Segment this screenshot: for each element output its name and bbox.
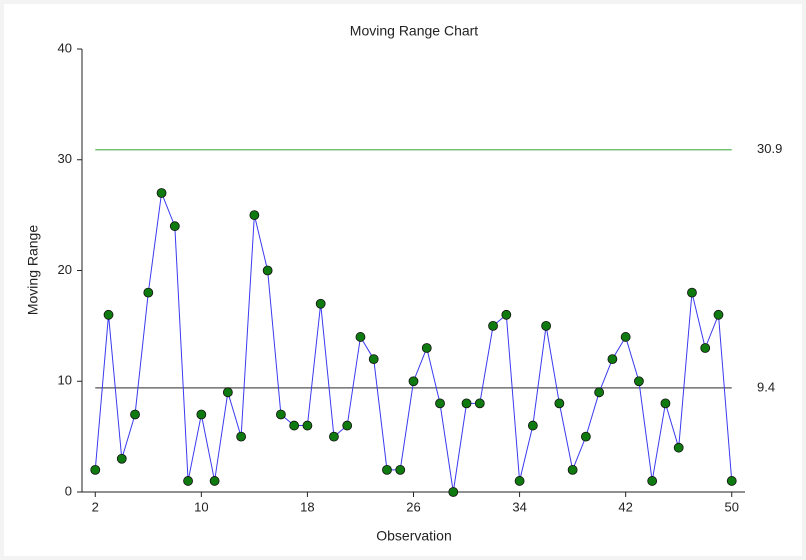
y-tick-label: 40 <box>58 40 72 55</box>
data-point <box>395 464 406 475</box>
data-point <box>408 376 419 387</box>
data-point <box>275 409 286 420</box>
data-point <box>554 398 565 409</box>
data-point <box>302 420 313 431</box>
data-point <box>673 442 684 453</box>
data-point <box>262 265 273 276</box>
data-point <box>488 320 498 331</box>
data-point <box>156 188 167 198</box>
data-point <box>355 332 366 342</box>
x-tick-label: 26 <box>406 499 420 514</box>
x-axis-label: Observation <box>376 528 451 544</box>
data-point <box>660 398 671 409</box>
data-point <box>700 343 711 353</box>
data-point <box>687 287 697 298</box>
data-point <box>368 354 379 365</box>
x-tick-label: 42 <box>618 499 632 514</box>
data-point <box>342 420 353 431</box>
data-point <box>289 420 300 431</box>
data-point <box>222 387 233 398</box>
data-point <box>183 476 193 486</box>
data-point <box>634 376 644 387</box>
data-point <box>567 464 578 475</box>
data-point <box>130 409 140 420</box>
data-point <box>116 453 127 464</box>
control-line-label: 30.9 <box>757 141 782 156</box>
data-point <box>103 309 114 320</box>
data-point <box>541 320 551 331</box>
data-point <box>435 398 445 409</box>
data-point <box>726 476 737 486</box>
y-tick-label: 30 <box>58 151 72 166</box>
data-point <box>580 431 591 442</box>
data-point <box>501 309 512 320</box>
y-axis-label: Moving Range <box>25 225 41 315</box>
y-tick-label: 20 <box>58 262 72 277</box>
data-point <box>620 332 631 342</box>
chart-title: Moving Range Chart <box>350 23 479 39</box>
data-point <box>607 354 618 365</box>
x-tick-label: 18 <box>300 499 314 514</box>
data-point <box>382 464 392 475</box>
data-point <box>448 487 459 497</box>
data-point <box>249 210 260 221</box>
data-point <box>236 431 247 442</box>
data-point <box>421 343 432 353</box>
x-tick-label: 2 <box>92 499 99 514</box>
data-point <box>315 298 326 309</box>
data-point <box>143 287 154 298</box>
data-point <box>196 409 207 420</box>
x-tick-label: 10 <box>194 499 208 514</box>
data-point <box>594 387 605 398</box>
x-tick-label: 50 <box>725 499 739 514</box>
data-point <box>329 431 339 442</box>
y-tick-label: 10 <box>58 373 72 388</box>
data-point <box>474 398 485 409</box>
data-point <box>514 476 525 486</box>
data-point <box>527 420 538 431</box>
x-tick-label: 34 <box>512 499 526 514</box>
data-point <box>209 476 220 486</box>
data-point <box>647 476 658 486</box>
data-point <box>90 464 101 475</box>
y-tick-label: 0 <box>65 483 72 498</box>
data-point <box>713 309 724 320</box>
control-line-label: 9.4 <box>757 379 775 394</box>
data-point <box>169 221 180 232</box>
chart-background <box>4 4 802 556</box>
data-point <box>461 398 472 409</box>
